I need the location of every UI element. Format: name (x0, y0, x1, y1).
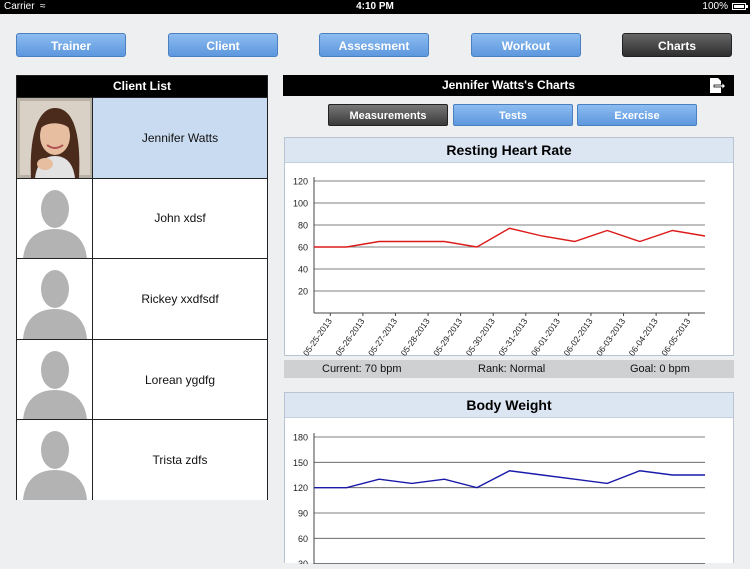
client-name: Trista zdfs (152, 453, 208, 468)
export-icon[interactable] (708, 77, 726, 94)
x-tick-label: 05-30-2013 (464, 316, 497, 357)
client-row-rickey[interactable]: Rickey xxdfsdf (17, 258, 267, 339)
nav-client-button[interactable]: Client (168, 33, 278, 57)
series-line (314, 470, 705, 489)
y-tick-label: 120 (293, 177, 308, 187)
x-tick-label: 06-02-2013 (561, 316, 594, 357)
x-tick-label: 05-29-2013 (431, 316, 464, 357)
y-tick-label: 20 (298, 287, 308, 297)
client-list-panel: Client List Jennifer Watts John xdsf (16, 75, 268, 500)
photo-avatar-icon (17, 98, 92, 178)
heart-rate-chart-card: Resting Heart Rate 20 40 60 80 100 120 05-25-2… (284, 137, 734, 358)
y-tick-label: 90 (298, 509, 308, 519)
charts-title: Jennifer Watts's Charts (441, 78, 576, 92)
nav-workout-button[interactable]: Workout (471, 33, 581, 57)
person-silhouette-icon (23, 350, 87, 420)
x-tick-label: 05-26-2013 (333, 316, 366, 357)
client-name: Rickey xxdfsdf (141, 291, 219, 306)
y-tick-label: 80 (298, 221, 308, 231)
avatar (17, 339, 93, 420)
client-name: Jennifer Watts (141, 130, 219, 145)
avatar (17, 259, 93, 339)
heart-rate-chart: 20 40 60 80 100 120 05-25-2013 05-26-2013 05-27-… (293, 177, 706, 358)
person-silhouette-icon (23, 189, 87, 259)
body-weight-chart: 30 60 90 120 150 180 (293, 433, 705, 569)
client-list-title: Client List (17, 76, 267, 97)
client-row-trista[interactable]: Trista zdfs (17, 419, 267, 500)
rank-stat: Rank: Normal (478, 363, 546, 375)
nav-trainer-button[interactable]: Trainer (16, 33, 126, 57)
series-line (314, 227, 706, 248)
person-silhouette-icon (23, 431, 87, 500)
goal-stat: Goal: 0 bpm (630, 363, 690, 375)
body-weight-chart-card: Body Weight 30 60 90 120 150 180 (284, 392, 734, 569)
client-name: John xdsf (154, 211, 206, 226)
battery-percent: 100% (702, 1, 728, 12)
client-name: Lorean ygdfg (144, 372, 216, 387)
stats-bar: Current: 70 bpm Rank: Normal Goal: 0 bpm (284, 360, 734, 378)
charts-title-bar: Jennifer Watts's Charts (283, 75, 734, 96)
y-tick-label: 30 (298, 559, 308, 564)
x-tick-label: 05-25-2013 (301, 316, 334, 357)
client-row-john[interactable]: John xdsf (17, 177, 267, 259)
x-tick-label: 05-28-2013 (399, 316, 432, 357)
current-stat: Current: 70 bpm (322, 363, 402, 375)
x-tick-label: 06-03-2013 (594, 316, 627, 357)
y-tick-label: 150 (293, 458, 308, 468)
x-tick-label: 06-05-2013 (659, 316, 692, 357)
person-silhouette-icon (23, 270, 87, 339)
nav-charts-button[interactable]: Charts (622, 33, 732, 57)
tab-exercise[interactable]: Exercise (577, 104, 697, 126)
avatar (17, 178, 93, 259)
avatar (17, 98, 93, 178)
carrier-label: Carrier (4, 1, 35, 12)
y-tick-label: 100 (293, 199, 308, 209)
y-tick-label: 180 (293, 433, 308, 443)
chart-title: Body Weight (285, 393, 733, 418)
client-row-jennifer[interactable]: Jennifer Watts (17, 97, 267, 178)
nav-assessment-button[interactable]: Assessment (319, 33, 429, 57)
client-row-lorean[interactable]: Lorean ygdfg (17, 338, 267, 420)
status-bar: Carrier ≈ 4:10 PM 100% (0, 0, 750, 14)
y-tick-label: 60 (298, 243, 308, 253)
tab-tests[interactable]: Tests (453, 104, 573, 126)
y-tick-label: 40 (298, 265, 308, 275)
wifi-icon: ≈ (40, 1, 46, 12)
y-tick-label: 120 (293, 483, 308, 493)
chart-title: Resting Heart Rate (285, 138, 733, 163)
tab-measurements[interactable]: Measurements (328, 104, 448, 126)
x-tick-label: 05-31-2013 (496, 316, 529, 357)
y-tick-label: 60 (298, 534, 308, 544)
clock: 4:10 PM (356, 1, 394, 12)
x-tick-label: 06-01-2013 (529, 316, 562, 357)
avatar (17, 420, 93, 500)
x-tick-label: 05-27-2013 (366, 316, 399, 357)
x-tick-label: 06-04-2013 (627, 316, 660, 357)
battery-icon (732, 3, 748, 10)
